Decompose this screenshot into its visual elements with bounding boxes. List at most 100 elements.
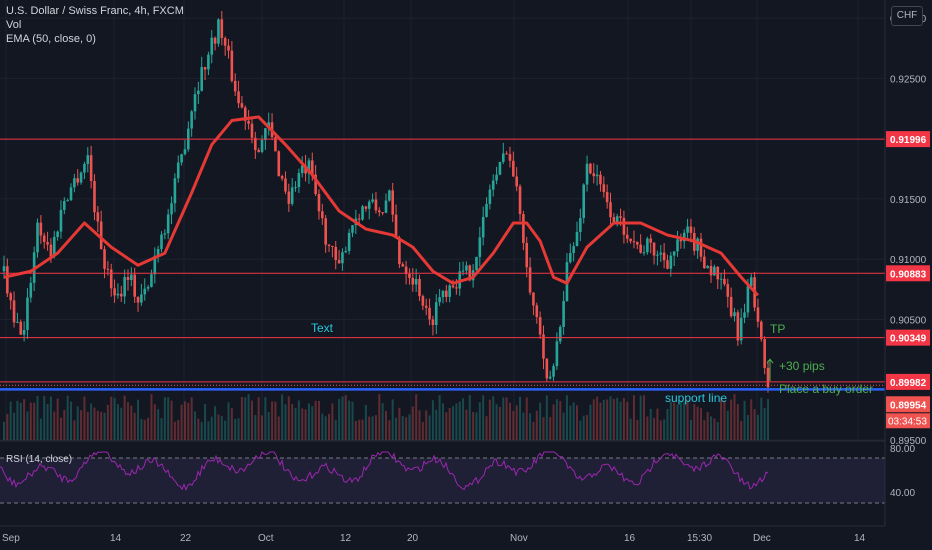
candle	[247, 120, 250, 124]
volume-bar	[36, 396, 39, 440]
volume-bar	[204, 404, 207, 440]
volume-bar	[214, 406, 217, 440]
candle	[274, 137, 277, 152]
volume-bar	[267, 412, 270, 440]
volume-bar	[170, 400, 173, 440]
candle	[109, 269, 113, 289]
candle	[99, 221, 103, 250]
candle	[341, 252, 344, 264]
grid	[0, 0, 885, 525]
volume-bar	[458, 401, 461, 440]
candle	[508, 154, 512, 161]
candle	[528, 267, 532, 293]
volume-bar	[291, 403, 294, 440]
candle	[759, 321, 763, 340]
volume-bar	[421, 421, 424, 440]
candle	[625, 234, 629, 239]
volume-bar	[619, 401, 622, 440]
volume-bar	[468, 395, 471, 440]
candle	[230, 50, 234, 81]
candle	[287, 191, 291, 204]
price-axis	[884, 0, 932, 550]
candle	[592, 173, 596, 177]
volume-bar	[532, 421, 535, 440]
candle	[123, 277, 126, 297]
candle	[170, 203, 173, 215]
candle	[153, 255, 157, 275]
volume-bar	[599, 402, 602, 440]
current-price-tag	[886, 396, 930, 413]
currency-button[interactable]: CHF	[891, 6, 923, 26]
volume-bar	[6, 413, 9, 440]
candle	[465, 265, 468, 271]
candle	[324, 218, 327, 245]
volume-bar	[294, 408, 297, 440]
volume-bar	[29, 402, 32, 440]
price-tick-label: 0.89500	[890, 436, 927, 447]
volume-bar	[358, 419, 361, 440]
volume-bar	[723, 400, 726, 440]
volume-bar	[703, 420, 706, 440]
current-price-label: 0.89954	[890, 400, 927, 411]
volume-bars	[3, 394, 769, 440]
rsi-legend[interactable]: RSI (14, close)	[6, 454, 73, 465]
volume-bar	[455, 403, 458, 440]
candle	[615, 216, 619, 223]
time-tick-label: 14	[854, 533, 866, 544]
candle	[749, 277, 753, 287]
volume-bar	[59, 417, 62, 440]
candle	[491, 180, 495, 190]
volume-bar	[726, 410, 729, 440]
candle	[160, 234, 163, 250]
volume-bar	[368, 416, 371, 440]
volume-bar	[177, 419, 180, 440]
volume-bar	[264, 397, 267, 440]
candle	[723, 278, 726, 285]
volume-bar	[153, 404, 156, 440]
volume-bar	[348, 400, 351, 440]
candle	[56, 231, 59, 237]
volume-bar	[760, 397, 763, 440]
candle	[300, 165, 304, 174]
price-level-tag	[886, 373, 930, 390]
candle	[180, 154, 183, 163]
volume-bar	[710, 416, 713, 440]
volume-bar	[46, 403, 49, 440]
volume-bar	[743, 400, 746, 440]
volume-legend[interactable]: Vol	[6, 19, 22, 31]
volume-bar	[277, 416, 280, 440]
candle	[535, 305, 539, 318]
candle	[441, 290, 445, 298]
volume-bar	[733, 394, 736, 440]
candle	[552, 366, 555, 377]
volume-bar	[301, 408, 304, 440]
candle	[200, 67, 204, 91]
volume-bar	[207, 421, 210, 440]
symbol-legend[interactable]: U.S. Dollar / Swiss Franc, 4h, FXCM	[6, 5, 184, 17]
candle	[525, 242, 529, 268]
volume-bar	[385, 410, 387, 440]
volume-bar	[284, 404, 287, 440]
volume-bar	[130, 405, 133, 440]
candle	[445, 290, 448, 297]
volume-bar	[686, 399, 689, 440]
volume-bar	[750, 399, 753, 440]
volume-bar	[639, 395, 642, 440]
volume-bar	[435, 409, 438, 440]
candle	[69, 187, 73, 201]
candle	[150, 274, 153, 287]
volume-bar	[508, 402, 511, 440]
candle	[183, 149, 187, 155]
candle	[93, 180, 96, 213]
candle	[217, 19, 220, 44]
volume-bar	[33, 402, 36, 440]
volume-bar	[183, 401, 186, 440]
time-tick-label: 22	[180, 533, 192, 544]
candle	[676, 239, 679, 252]
volume-bar	[311, 406, 314, 440]
volume-bar	[609, 396, 612, 440]
volume-bar	[622, 397, 625, 440]
volume-bar	[344, 395, 347, 440]
ema-legend[interactable]: EMA (50, close, 0)	[6, 33, 96, 45]
